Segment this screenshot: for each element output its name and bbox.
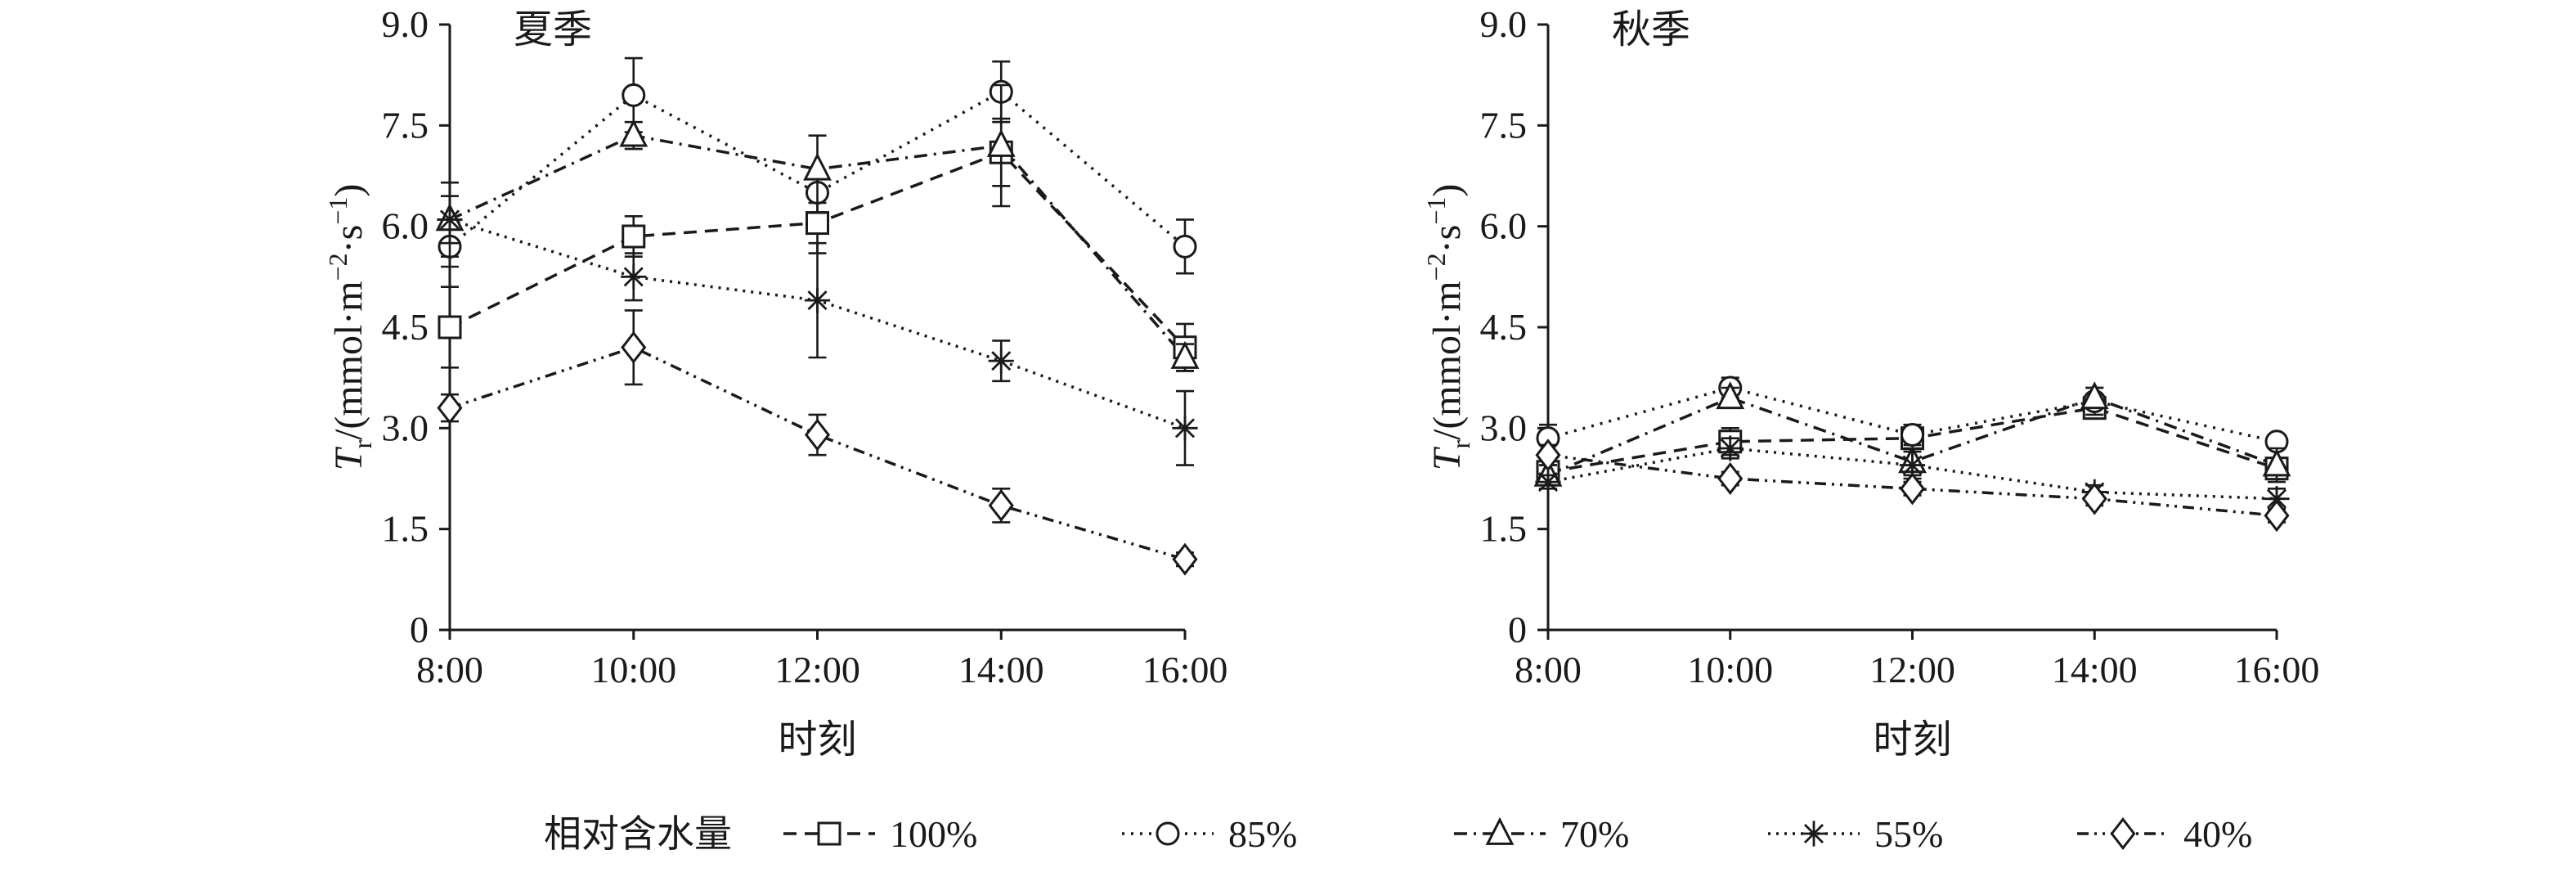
x-tick-label: 8:00 <box>1515 649 1582 690</box>
series-40pct-line <box>1547 453 2278 517</box>
series-40pct-markers <box>1535 438 2290 533</box>
y-tick-label: 3.0 <box>1480 407 1528 448</box>
y-tick-label: 7.5 <box>382 104 429 146</box>
marker-diamond <box>2081 482 2107 515</box>
legend-item-label: 40% <box>2183 813 2252 855</box>
x-tick-label: 12:00 <box>774 649 860 690</box>
legend-item-label: 85% <box>1228 813 1297 855</box>
series-line <box>449 133 1187 359</box>
marker-circle <box>622 83 646 107</box>
x-axis-label: 时刻 <box>778 718 856 762</box>
marker-circle <box>1156 821 1180 846</box>
legend-item-label: 55% <box>1874 813 1943 855</box>
marker-asterisk <box>804 287 831 313</box>
y-tick-label: 4.5 <box>1480 306 1528 348</box>
y-tick-label: 4.5 <box>382 306 429 348</box>
marker-diamond <box>1535 438 1561 472</box>
x-tick-label: 8:00 <box>416 649 483 690</box>
marker-asterisk <box>1535 469 1561 495</box>
x-tick-label: 10:00 <box>1687 649 1773 690</box>
marker-asterisk <box>437 206 463 233</box>
series-70pct-line <box>449 133 1187 359</box>
y-tick-label: 9.0 <box>1480 3 1528 45</box>
marker-square <box>438 315 462 340</box>
series-70pct-markers <box>435 83 1200 372</box>
y-tick-label: 0 <box>1508 609 1527 650</box>
summer-chart: 0 1.5 3.0 4.5 6.0 7.5 9.0 8:00 10:00 12:00 14:00 16… <box>323 3 1227 762</box>
x-tick-label: 14:00 <box>958 649 1044 690</box>
marker-triangle <box>619 119 648 147</box>
y-tick-label: 3.0 <box>382 407 429 448</box>
marker-triangle <box>986 128 1016 157</box>
legend-title: 相对含水量 <box>544 813 732 855</box>
marker-diamond <box>621 331 647 364</box>
series-line <box>1547 453 2278 517</box>
marker-diamond <box>2110 817 2136 850</box>
marker-diamond <box>988 488 1014 522</box>
x-axis-label: 时刻 <box>1873 718 1951 762</box>
legend-item-55pct: 55% <box>1768 813 1943 855</box>
marker-diamond <box>1717 462 1744 495</box>
legend-item-85pct: 85% <box>1122 813 1297 855</box>
marker-triangle <box>2080 381 2109 410</box>
y-tick-label: 7.5 <box>1480 104 1528 146</box>
marker-triangle <box>1485 816 1515 845</box>
marker-square <box>817 821 841 846</box>
series-line <box>1547 386 2278 443</box>
autumn-chart: 0 1.5 3.0 4.5 6.0 7.5 9.0 8:00 10:00 12:00 14:00 16… <box>1421 3 2319 762</box>
marker-square <box>806 211 829 236</box>
series-85pct-markers <box>1536 376 2289 454</box>
marker-triangle <box>1170 340 1200 369</box>
marker-circle <box>1173 234 1197 259</box>
x-tick-label: 12:00 <box>1869 649 1955 690</box>
legend: 相对含水量 100% 85% 70% 55% 40% <box>544 813 2252 855</box>
legend-item-label: 100% <box>890 813 977 855</box>
marker-asterisk <box>988 348 1014 374</box>
marker-square <box>622 224 646 249</box>
marker-asterisk <box>1172 415 1198 441</box>
y-tick-label: 0 <box>410 609 429 650</box>
legend-item-100pct: 100% <box>783 813 977 855</box>
y-tick-label: 6.0 <box>1480 205 1528 247</box>
y-tick-label: 1.5 <box>1480 508 1528 550</box>
series-55pct-markers <box>437 181 1198 466</box>
series-85pct-line <box>1547 386 2278 443</box>
legend-item-40pct: 40% <box>2077 813 2252 855</box>
x-tick-label: 14:00 <box>2052 649 2138 690</box>
y-axis-label: Tr/(mmol·m−2·s−1) <box>323 184 377 471</box>
x-tick-label: 16:00 <box>1142 649 1228 690</box>
marker-triangle <box>2262 448 2291 477</box>
legend-item-label: 70% <box>1560 813 1629 855</box>
marker-diamond <box>437 391 463 425</box>
marker-diamond <box>1899 472 1926 506</box>
marker-diamond <box>804 418 831 452</box>
marker-asterisk <box>621 263 647 290</box>
marker-asterisk <box>1717 435 1744 461</box>
marker-triangle <box>1716 381 1745 410</box>
x-tick-label: 16:00 <box>2234 649 2320 690</box>
marker-diamond <box>2264 499 2290 533</box>
marker-circle <box>1901 423 1924 447</box>
y-tick-label: 6.0 <box>382 205 429 247</box>
legend-item-70pct: 70% <box>1454 813 1629 855</box>
y-tick-label: 9.0 <box>382 3 429 45</box>
marker-triangle <box>803 152 832 181</box>
marker-diamond <box>1172 542 1198 576</box>
series-40pct-markers <box>437 309 1198 576</box>
y-axis-label: Tr/(mmol·m−2·s−1) <box>1421 184 1475 471</box>
chart-title: 夏季 <box>514 8 592 52</box>
y-tick-label: 1.5 <box>382 508 429 550</box>
marker-asterisk <box>1801 821 1827 847</box>
chart-title: 秋季 <box>1612 8 1690 52</box>
x-tick-label: 10:00 <box>590 649 676 690</box>
